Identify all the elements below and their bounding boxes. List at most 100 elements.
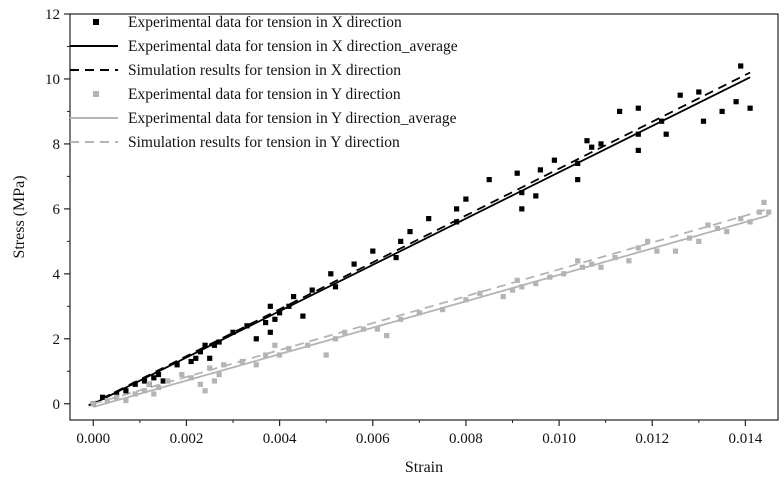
data-point: [202, 388, 208, 394]
data-point: [589, 144, 595, 150]
data-point: [141, 378, 148, 384]
data-point: [686, 235, 693, 241]
legend-item: Simulation results for tension in X dire…: [70, 62, 401, 79]
data-point: [719, 108, 725, 114]
data-point: [738, 63, 744, 69]
legend-swatch: [93, 19, 99, 25]
x-tick-label: 0.012: [635, 431, 669, 447]
series-1: [90, 63, 753, 407]
data-point: [514, 277, 520, 283]
x-tick-label: 0.000: [76, 431, 110, 447]
y-tick-label: 8: [53, 137, 61, 153]
y-tick-label: 0: [53, 397, 61, 413]
data-point: [533, 281, 539, 287]
data-point: [398, 316, 404, 322]
data-point: [160, 378, 166, 384]
data-point: [635, 147, 641, 153]
data-point: [575, 160, 581, 166]
y-tick-label: 12: [45, 7, 60, 23]
data-point: [393, 255, 399, 261]
series-4: [90, 199, 772, 407]
data-point: [384, 333, 390, 339]
legend-label: Experimental data for tension in Y direc…: [128, 110, 457, 127]
data-point: [370, 248, 376, 254]
data-point: [141, 388, 148, 394]
x-tick-label: 0.008: [449, 431, 483, 447]
data-point: [551, 157, 557, 163]
data-point: [188, 358, 194, 365]
plot-frame: [69, 13, 779, 421]
data-point: [374, 326, 380, 332]
data-point: [202, 342, 208, 348]
data-point: [291, 294, 297, 300]
data-point: [197, 349, 203, 355]
legend-swatch: [93, 91, 99, 97]
data-point: [454, 219, 460, 225]
series-line: [93, 208, 769, 405]
data-point: [328, 271, 334, 277]
data-point: [100, 394, 106, 400]
y-axis: 0 2 4 6 8 10 12: [45, 7, 70, 413]
data-point: [342, 329, 348, 335]
data-point: [700, 118, 707, 124]
y-axis-title: Stress (MPa): [11, 175, 28, 258]
legend-item: Experimental data for tension in Y direc…: [93, 86, 401, 103]
data-point: [305, 342, 311, 348]
data-point: [114, 391, 120, 397]
data-point: [132, 391, 138, 397]
data-point: [132, 381, 138, 387]
data-point: [440, 307, 446, 313]
data-point: [733, 99, 739, 105]
data-point: [230, 329, 236, 335]
data-point: [635, 131, 641, 137]
data-point: [253, 336, 259, 342]
data-point: [146, 381, 152, 387]
data-point: [663, 131, 669, 137]
data-point: [454, 206, 460, 212]
data-point: [654, 248, 660, 254]
data-point: [537, 167, 543, 173]
data-point: [738, 216, 744, 222]
data-point: [500, 294, 506, 300]
data-point: [332, 284, 339, 290]
x-tick-label: 0.002: [170, 431, 204, 447]
data-point: [714, 225, 720, 231]
data-point: [123, 397, 129, 404]
legend-label: Experimental data for tension in Y direc…: [128, 86, 401, 103]
data-point: [747, 219, 753, 225]
data-point: [575, 177, 581, 183]
data-point: [696, 238, 702, 244]
legend-item: Experimental data for tension in X direc…: [70, 38, 458, 55]
y-tick-label: 2: [53, 332, 61, 348]
data-point: [598, 264, 604, 270]
data-point: [398, 238, 404, 244]
data-point: [635, 245, 641, 251]
y-tick-label: 6: [53, 202, 61, 218]
data-point: [277, 310, 283, 316]
data-point: [463, 297, 469, 303]
data-point: [267, 329, 273, 335]
x-axis-title: Strain: [405, 459, 443, 476]
data-point: [309, 287, 315, 293]
data-point: [579, 264, 585, 270]
data-point: [332, 336, 339, 342]
legend: Experimental data for tension in X direc…: [70, 14, 458, 151]
data-point: [426, 216, 432, 222]
data-point: [509, 287, 516, 293]
legend-label: Experimental data for tension in X direc…: [128, 14, 402, 31]
data-point: [179, 371, 185, 378]
data-point: [90, 401, 96, 407]
x-tick-label: 0.004: [263, 431, 297, 447]
data-point: [407, 229, 413, 235]
data-point: [253, 362, 259, 368]
data-point: [272, 342, 278, 348]
data-point: [263, 320, 269, 326]
data-point: [272, 316, 278, 322]
data-point: [477, 290, 483, 296]
data-point: [216, 339, 222, 345]
data-point: [486, 177, 492, 183]
data-point: [612, 255, 618, 261]
data-point: [416, 310, 422, 316]
data-point: [756, 209, 762, 215]
data-point: [244, 323, 250, 329]
